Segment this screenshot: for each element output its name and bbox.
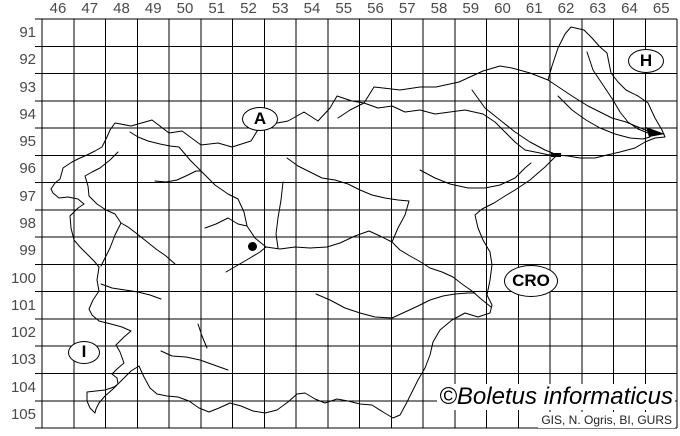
country-label-h: H xyxy=(628,49,664,73)
x-axis-label: 63 xyxy=(589,0,607,17)
x-axis-label: 49 xyxy=(144,0,162,17)
x-axis-label: 57 xyxy=(398,0,416,17)
x-axis-label: 64 xyxy=(621,0,638,17)
y-axis-label: 105 xyxy=(10,405,36,423)
country-label-i: I xyxy=(68,340,100,364)
y-axis-label: 102 xyxy=(10,324,36,342)
river-ljubljanica xyxy=(226,247,266,272)
river-vipava xyxy=(101,284,161,299)
river-scavnica xyxy=(558,96,650,139)
river-pesnica xyxy=(472,90,555,154)
river-sava xyxy=(179,147,491,307)
x-axis-label: 62 xyxy=(557,0,575,17)
river-sava-bohinjka xyxy=(155,171,201,182)
x-axis-label: 46 xyxy=(49,0,67,17)
x-axis-label: 60 xyxy=(494,0,511,17)
river-ledava xyxy=(587,52,648,133)
river-mura xyxy=(548,80,655,133)
attribution-text: GIS, N. Ogris, BI, GURS xyxy=(538,412,675,428)
y-axis-label: 95 xyxy=(19,133,36,151)
river-savinja xyxy=(287,158,409,242)
x-axis-label: 59 xyxy=(462,0,480,17)
x-axis-label: 51 xyxy=(208,0,226,17)
grid-lines xyxy=(35,18,678,429)
river-pivka xyxy=(198,324,207,348)
y-axis-label: 91 xyxy=(19,24,36,42)
map-outline-group xyxy=(51,27,665,418)
x-axis-label: 65 xyxy=(652,0,670,17)
river-dravinja xyxy=(420,163,531,188)
x-axis-label: 55 xyxy=(335,0,353,17)
y-axis-label: 104 xyxy=(10,378,36,396)
x-axis-label: 53 xyxy=(271,0,289,17)
x-axis-label: 47 xyxy=(81,0,99,17)
occurrence-dot xyxy=(247,241,257,251)
y-axis-label: 98 xyxy=(19,215,36,232)
x-axis-label: 50 xyxy=(176,0,194,17)
river-kamniska-bistrica xyxy=(276,182,283,248)
y-axis-label: 101 xyxy=(10,296,36,314)
drava-border-junction xyxy=(551,153,561,157)
river-sora xyxy=(205,218,247,228)
country-label-cro: CRO xyxy=(504,265,558,297)
river-idrijca xyxy=(121,223,175,264)
x-axis-label: 61 xyxy=(525,0,543,17)
river-drava xyxy=(364,103,557,155)
x-axis-label: 52 xyxy=(240,0,257,17)
river-sava-dolinka xyxy=(130,132,179,147)
copyright-text: ©Boletus informaticus xyxy=(437,383,675,410)
y-axis-label: 103 xyxy=(10,351,36,369)
country-border xyxy=(51,27,665,418)
mura-outflow-arrow xyxy=(646,127,665,137)
y-axis-label: 93 xyxy=(19,78,36,96)
river-soca xyxy=(85,152,121,266)
river-meza xyxy=(338,103,364,118)
x-axis-label: 56 xyxy=(367,0,384,17)
x-axis-label: 54 xyxy=(303,0,321,17)
y-axis-label: 96 xyxy=(19,160,36,178)
river-reka xyxy=(161,351,228,370)
y-axis-label: 97 xyxy=(19,187,36,205)
x-axis-label: 48 xyxy=(113,0,130,17)
y-axis-label: 94 xyxy=(19,105,36,123)
y-axis-label: 92 xyxy=(19,51,36,69)
x-axis-label: 58 xyxy=(430,0,448,17)
river-krka xyxy=(316,293,475,318)
y-axis-label: 100 xyxy=(10,269,36,287)
y-axis-label: 99 xyxy=(19,242,36,260)
country-label-a: A xyxy=(242,107,278,131)
